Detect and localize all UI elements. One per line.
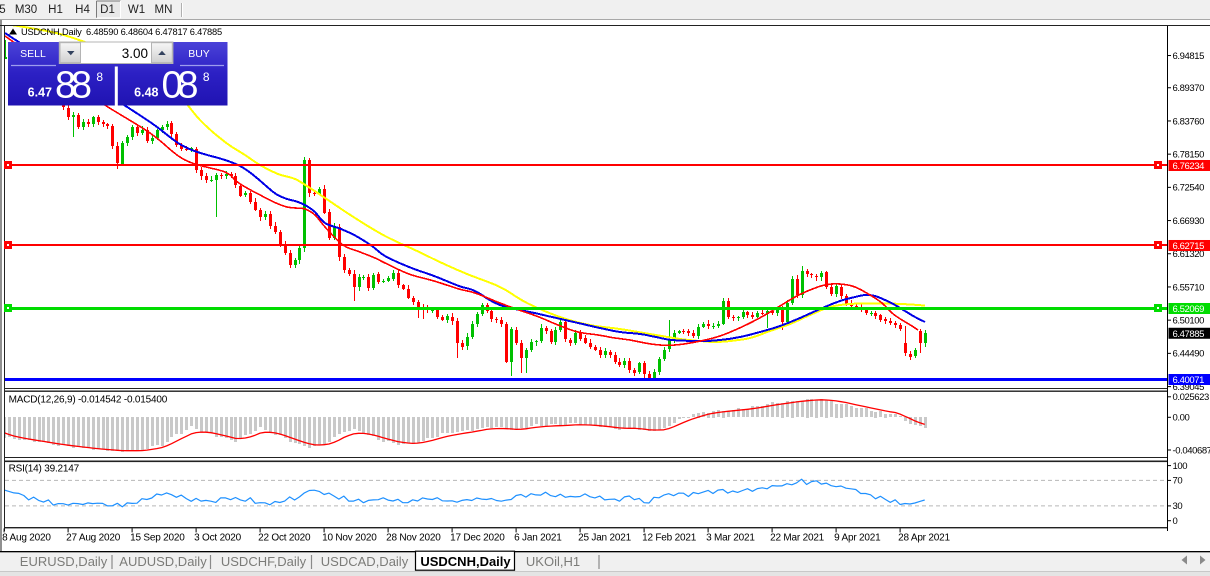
svg-text:W1: W1 <box>128 4 145 16</box>
svg-text:9 Apr 2021: 9 Apr 2021 <box>834 533 881 544</box>
svg-text:H1: H1 <box>48 4 63 16</box>
svg-text:6.89370: 6.89370 <box>1173 83 1205 94</box>
svg-text:H4: H4 <box>75 4 90 16</box>
svg-text:M30: M30 <box>15 4 37 16</box>
svg-text:0.025623: 0.025623 <box>1173 392 1210 403</box>
svg-text:6.40071: 6.40071 <box>1173 375 1205 386</box>
svg-text:USDCAD,Daily: USDCAD,Daily <box>321 554 409 569</box>
svg-text:6.72540: 6.72540 <box>1173 183 1205 194</box>
svg-text:UKOil,H1: UKOil,H1 <box>526 554 580 569</box>
svg-text:-0.040687: -0.040687 <box>1173 445 1210 456</box>
svg-text:USDCHF,Daily: USDCHF,Daily <box>221 554 307 569</box>
svg-text:MN: MN <box>155 4 173 16</box>
svg-text:6.66930: 6.66930 <box>1173 216 1205 227</box>
svg-text:27 Aug 2020: 27 Aug 2020 <box>66 533 121 544</box>
svg-text:17 Dec 2020: 17 Dec 2020 <box>450 533 505 544</box>
svg-text:12 Feb 2021: 12 Feb 2021 <box>642 533 697 544</box>
svg-text:100: 100 <box>1173 461 1188 472</box>
svg-text:6 Jan 2021: 6 Jan 2021 <box>514 533 562 544</box>
svg-text:6.62715: 6.62715 <box>1173 241 1205 252</box>
svg-text:3 Oct 2020: 3 Oct 2020 <box>194 533 242 544</box>
svg-text:6.83760: 6.83760 <box>1173 116 1205 127</box>
svg-text:USDCNH,Daily: USDCNH,Daily <box>420 554 511 569</box>
svg-text:BUY: BUY <box>188 48 210 60</box>
svg-text:6.47885: 6.47885 <box>1173 329 1205 340</box>
svg-text:70: 70 <box>1173 476 1183 487</box>
svg-text:8 Aug 2020: 8 Aug 2020 <box>2 533 51 544</box>
svg-text:D1: D1 <box>100 4 115 16</box>
svg-text:08: 08 <box>162 65 199 107</box>
svg-text:MACD(12,26,9) -0.014542 -0.015: MACD(12,26,9) -0.014542 -0.015400 <box>9 395 168 406</box>
svg-text:0.00: 0.00 <box>1173 413 1190 424</box>
svg-text:SELL: SELL <box>20 48 46 60</box>
svg-text:5: 5 <box>0 4 6 16</box>
svg-text:0: 0 <box>1173 516 1178 527</box>
svg-text:6.52069: 6.52069 <box>1173 304 1205 315</box>
svg-text:28 Nov 2020: 28 Nov 2020 <box>386 533 441 544</box>
svg-text:6.76234: 6.76234 <box>1173 161 1205 172</box>
svg-text:RSI(14) 39.2147: RSI(14) 39.2147 <box>9 464 80 475</box>
svg-text:6.55710: 6.55710 <box>1173 282 1205 293</box>
svg-text:8: 8 <box>203 70 210 84</box>
svg-text:6.50100: 6.50100 <box>1173 315 1205 326</box>
svg-text:6.48590 6.48604 6.47817 6.4788: 6.48590 6.48604 6.47817 6.47885 <box>86 27 222 37</box>
svg-text:8: 8 <box>96 70 103 84</box>
svg-text:22 Oct 2020: 22 Oct 2020 <box>258 533 311 544</box>
svg-text:3 Mar 2021: 3 Mar 2021 <box>706 533 755 544</box>
svg-text:10 Nov 2020: 10 Nov 2020 <box>322 533 377 544</box>
svg-text:30: 30 <box>1173 501 1183 512</box>
svg-text:6.48: 6.48 <box>134 86 158 100</box>
svg-text:15 Sep 2020: 15 Sep 2020 <box>130 533 185 544</box>
svg-text:6.44490: 6.44490 <box>1173 349 1205 360</box>
svg-text:EURUSD,Daily: EURUSD,Daily <box>20 554 108 569</box>
svg-text:6.47: 6.47 <box>28 86 52 100</box>
svg-text:AUDUSD,Daily: AUDUSD,Daily <box>119 554 207 569</box>
svg-text:25 Jan 2021: 25 Jan 2021 <box>578 533 631 544</box>
svg-text:6.78150: 6.78150 <box>1173 149 1205 160</box>
svg-text:USDCNH,Daily: USDCNH,Daily <box>21 27 82 37</box>
svg-text:28 Apr 2021: 28 Apr 2021 <box>898 533 950 544</box>
svg-text:3.00: 3.00 <box>122 46 148 61</box>
svg-text:6.94815: 6.94815 <box>1173 51 1205 62</box>
svg-text:88: 88 <box>55 65 92 107</box>
svg-text:22 Mar 2021: 22 Mar 2021 <box>770 533 825 544</box>
svg-text:6.61320: 6.61320 <box>1173 249 1205 260</box>
svg-text:6.39045: 6.39045 <box>1173 382 1205 393</box>
